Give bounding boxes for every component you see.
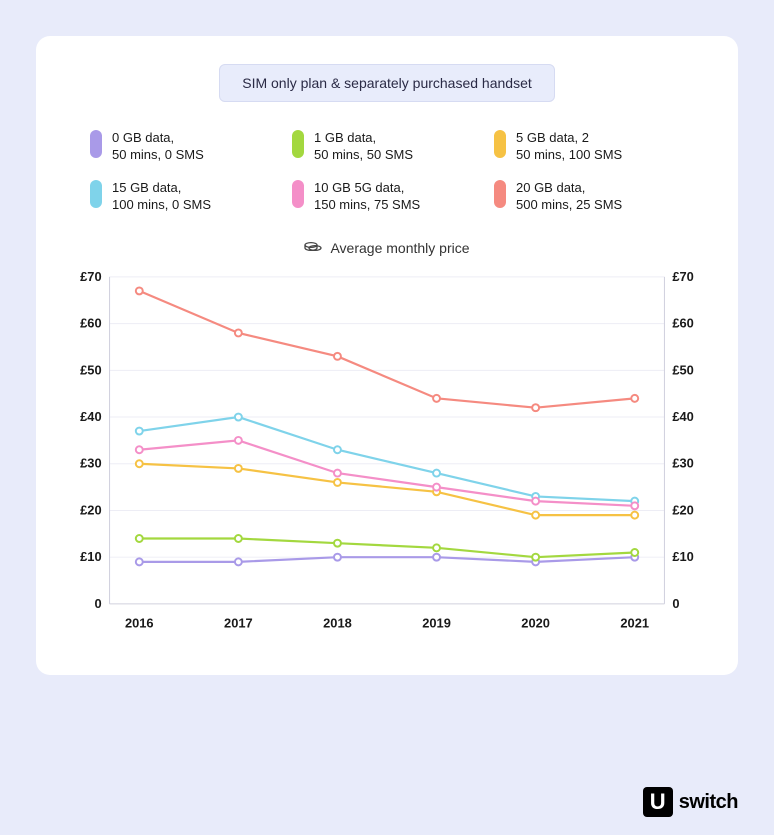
- series-marker: [136, 427, 143, 434]
- series-marker: [334, 539, 341, 546]
- svg-text:2021: 2021: [620, 615, 649, 630]
- legend-item-0gb: 0 GB data,50 mins, 0 SMS: [90, 130, 280, 164]
- chart-card: SIM only plan & separately purchased han…: [36, 36, 738, 675]
- legend-label: 5 GB data, 250 mins, 100 SMS: [516, 130, 622, 164]
- svg-text:2016: 2016: [125, 615, 154, 630]
- brand-badge: U: [643, 787, 673, 817]
- svg-text:£20: £20: [80, 502, 101, 517]
- legend-item-5gb: 5 GB data, 250 mins, 100 SMS: [494, 130, 684, 164]
- series-marker: [334, 352, 341, 359]
- legend-item-1gb: 1 GB data,50 mins, 50 SMS: [292, 130, 482, 164]
- brand-logo: U switch: [643, 787, 738, 817]
- series-marker: [334, 479, 341, 486]
- line-chart: 0 0 £10 £10 £20 £20 £30 £30 £40 £40 £50 £50 £60 £60 £7…: [60, 267, 714, 644]
- subheader-text: Average monthly price: [330, 240, 469, 256]
- series-line-10gb5g: [139, 440, 634, 505]
- legend-item-10gb5g: 10 GB 5G data,150 mins, 75 SMS: [292, 180, 482, 214]
- series-marker: [433, 553, 440, 560]
- svg-text:2020: 2020: [521, 615, 550, 630]
- svg-text:0: 0: [672, 595, 679, 610]
- series-marker: [631, 549, 638, 556]
- series-marker: [433, 483, 440, 490]
- legend-swatch: [292, 180, 304, 208]
- svg-text:2017: 2017: [224, 615, 253, 630]
- series-marker: [136, 287, 143, 294]
- series-line-1gb: [139, 538, 634, 557]
- legend: 0 GB data,50 mins, 0 SMS 1 GB data,50 min…: [60, 130, 714, 214]
- brand-text: switch: [679, 791, 738, 814]
- svg-text:£30: £30: [672, 455, 693, 470]
- svg-text:£10: £10: [672, 549, 693, 564]
- series-marker: [631, 511, 638, 518]
- series-marker: [334, 446, 341, 453]
- chart-title: SIM only plan & separately purchased han…: [219, 64, 555, 102]
- svg-text:2018: 2018: [323, 615, 352, 630]
- legend-label: 1 GB data,50 mins, 50 SMS: [314, 130, 413, 164]
- svg-text:£30: £30: [80, 455, 101, 470]
- legend-swatch: [494, 180, 506, 208]
- legend-item-15gb: 15 GB data,100 mins, 0 SMS: [90, 180, 280, 214]
- series-marker: [235, 558, 242, 565]
- svg-text:£60: £60: [672, 315, 693, 330]
- series-marker: [136, 446, 143, 453]
- series-marker: [532, 553, 539, 560]
- coins-icon: [304, 240, 322, 257]
- svg-text:0: 0: [94, 595, 101, 610]
- series-marker: [334, 469, 341, 476]
- series-marker: [532, 497, 539, 504]
- series-marker: [235, 465, 242, 472]
- legend-label: 0 GB data,50 mins, 0 SMS: [112, 130, 204, 164]
- series-line-15gb: [139, 417, 634, 501]
- series-marker: [136, 535, 143, 542]
- legend-swatch: [90, 130, 102, 158]
- svg-text:2019: 2019: [422, 615, 451, 630]
- svg-text:£70: £70: [672, 268, 693, 283]
- chart-area: 0 0 £10 £10 £20 £20 £30 £30 £40 £40 £50 £50 £60 £60 £7…: [60, 267, 714, 644]
- svg-text:£40: £40: [80, 409, 101, 424]
- svg-text:£20: £20: [672, 502, 693, 517]
- chart-subheader: Average monthly price: [60, 240, 714, 257]
- series-marker: [631, 394, 638, 401]
- legend-swatch: [90, 180, 102, 208]
- series-marker: [433, 469, 440, 476]
- legend-label: 20 GB data,500 mins, 25 SMS: [516, 180, 622, 214]
- series-marker: [235, 413, 242, 420]
- series-marker: [433, 544, 440, 551]
- series-line-0gb: [139, 557, 634, 562]
- legend-label: 15 GB data,100 mins, 0 SMS: [112, 180, 211, 214]
- series-line-20gb: [139, 290, 634, 407]
- series-marker: [235, 436, 242, 443]
- svg-text:£40: £40: [672, 409, 693, 424]
- legend-swatch: [494, 130, 506, 158]
- legend-swatch: [292, 130, 304, 158]
- series-marker: [532, 511, 539, 518]
- legend-item-20gb: 20 GB data,500 mins, 25 SMS: [494, 180, 684, 214]
- legend-label: 10 GB 5G data,150 mins, 75 SMS: [314, 180, 420, 214]
- svg-text:£50: £50: [672, 362, 693, 377]
- series-marker: [136, 558, 143, 565]
- series-marker: [235, 329, 242, 336]
- series-marker: [235, 535, 242, 542]
- series-line-5gb: [139, 463, 634, 514]
- svg-text:£10: £10: [80, 549, 101, 564]
- series-marker: [136, 460, 143, 467]
- svg-text:£50: £50: [80, 362, 101, 377]
- series-marker: [433, 394, 440, 401]
- svg-text:£70: £70: [80, 268, 101, 283]
- series-marker: [334, 553, 341, 560]
- svg-text:£60: £60: [80, 315, 101, 330]
- series-marker: [532, 404, 539, 411]
- series-marker: [631, 502, 638, 509]
